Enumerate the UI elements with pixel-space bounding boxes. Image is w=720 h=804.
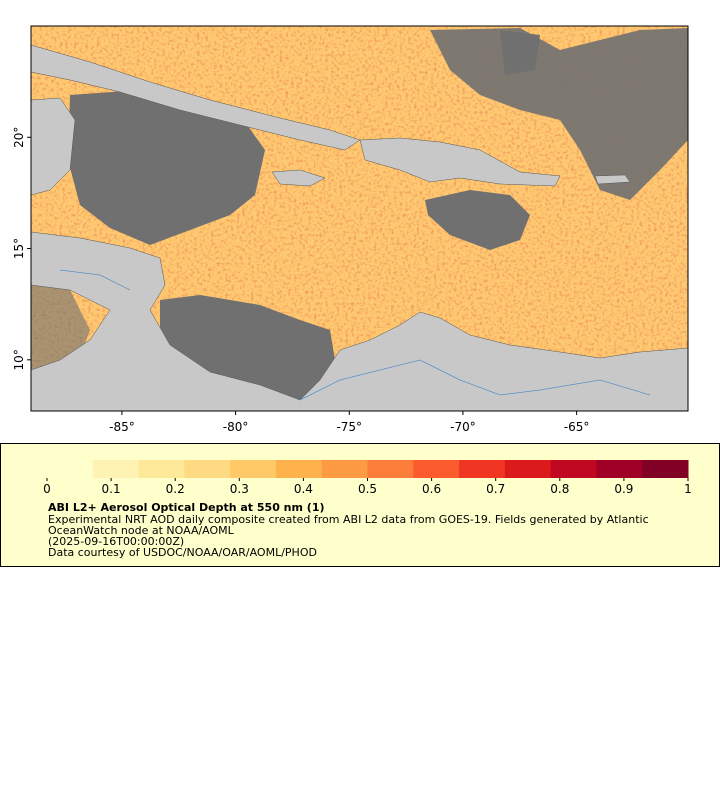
y-tick-label: 20° (12, 127, 26, 148)
y-tick-label: 15° (12, 238, 26, 259)
colorbar-tick-label: 0.7 (486, 482, 505, 496)
colorbar-tick-label: 0 (43, 482, 51, 496)
legend-description: Data courtesy of USDOC/NOAA/OAR/AOML/PHO… (48, 546, 317, 559)
colorbar-tick-label: 0.6 (422, 482, 441, 496)
map-image (31, 26, 688, 411)
colorbar: 0 0.1 0.2 0.3 0.4 0.5 0.6 0.7 0.8 0.9 1 (43, 460, 692, 496)
colorbar-tick-label: 0.3 (230, 482, 249, 496)
x-tick-label: -65° (564, 420, 590, 434)
colorbar-segment (47, 460, 94, 478)
colorbar-segment (413, 460, 460, 478)
colorbar-segment (275, 460, 323, 478)
colorbar-segment (184, 460, 231, 478)
legend-description: OceanWatch node at NOAA/AOML (48, 524, 235, 537)
rivers (59, 269, 651, 401)
x-tick-label: -70° (450, 420, 476, 434)
colorbar-segment (321, 460, 368, 478)
x-tick-label: -85° (109, 420, 135, 434)
colorbar-segment (367, 460, 414, 478)
legend-description: (2025-09-16T00:00:00Z) (48, 535, 184, 548)
colorbar-segment (642, 460, 689, 478)
colorbar-tick-label: 0.2 (166, 482, 185, 496)
y-tick-label: 10° (12, 349, 26, 370)
colorbar-tick-label: 0.1 (102, 482, 121, 496)
colorbar-segment (504, 460, 552, 478)
legend-description: Experimental NRT AOD daily composite cre… (48, 513, 649, 526)
colorbar-tick-label: 0.8 (550, 482, 569, 496)
colorbar-segment (550, 460, 597, 478)
map-frame (30, 25, 689, 412)
legend-title: ABI L2+ Aerosol Optical Depth at 550 nm … (48, 501, 325, 514)
x-tick-label: -75° (336, 420, 362, 434)
x-tick-label: -80° (223, 420, 249, 434)
colorbar-segment (596, 460, 643, 478)
colorbar-tick-label: 0.9 (614, 482, 633, 496)
colorbar-segment (92, 460, 140, 478)
colorbar-segment (459, 460, 506, 478)
colorbar-tick-label: 0.4 (294, 482, 313, 496)
colorbar-segment (138, 460, 185, 478)
colorbar-segment (230, 460, 277, 478)
land (31, 44, 688, 411)
colorbar-tick-label: 0.5 (358, 482, 377, 496)
colorbar-tick-label: 1 (684, 482, 692, 496)
